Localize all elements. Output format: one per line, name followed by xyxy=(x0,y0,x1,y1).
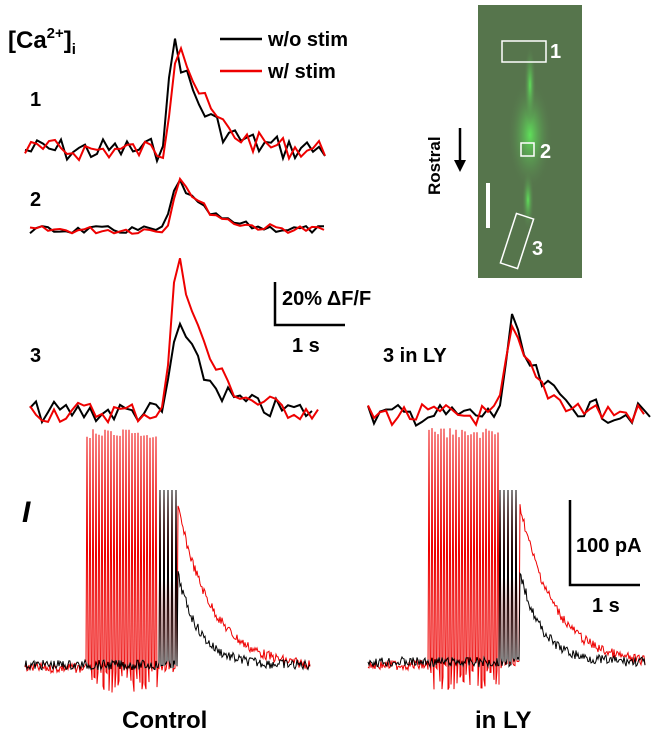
trace xyxy=(368,490,645,667)
roi-label: 1 xyxy=(550,41,561,63)
scale-label: 20% ΔF/F xyxy=(282,288,371,310)
legend-text: w/o stim xyxy=(267,29,348,51)
legend-text: w/ stim xyxy=(267,61,336,83)
trace-label: 3 xyxy=(30,345,41,367)
roi-label: 2 xyxy=(540,141,551,163)
ca-label: [Ca2+]i xyxy=(8,25,76,58)
roi-label: 3 xyxy=(532,238,543,260)
trace xyxy=(30,179,324,234)
scale-label: 100 pA xyxy=(576,535,642,557)
trace xyxy=(368,428,645,689)
direction-label: Rostral xyxy=(425,136,444,195)
panel-label: I xyxy=(22,496,31,529)
arrow xyxy=(454,160,466,172)
scale-label: 1 s xyxy=(292,335,320,357)
cell xyxy=(524,45,536,125)
trace-label: 2 xyxy=(30,189,41,211)
condition-label: in LY xyxy=(475,707,531,733)
scale-label: 1 s xyxy=(592,595,620,617)
trace-label: 3 in LY xyxy=(383,345,447,367)
trace xyxy=(368,326,644,425)
condition-label: Control xyxy=(122,707,207,733)
figure: [Ca2+]i w/o stim w/ stim 1 2 3 3 in LY 2… xyxy=(0,0,658,733)
trace xyxy=(30,324,312,422)
trace xyxy=(25,490,310,670)
trace-label: 1 xyxy=(30,89,41,111)
